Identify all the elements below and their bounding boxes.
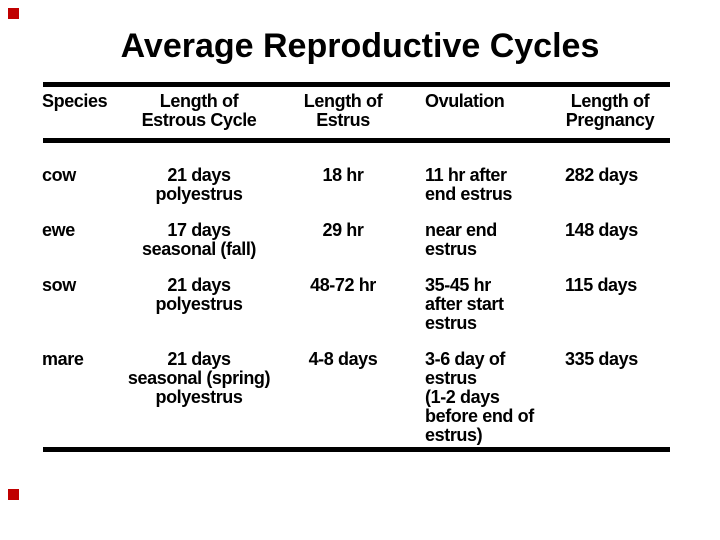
header-estrous-cycle: Length of Estrous Cycle — [119, 92, 279, 130]
cell-line: 21 days — [167, 275, 231, 295]
cell-line: seasonal (spring) — [127, 368, 271, 388]
cell-line: ewe — [42, 220, 75, 240]
cell-line: polyestrus — [155, 184, 243, 204]
cell-species: cow — [42, 166, 122, 185]
header-line: Length of — [159, 91, 239, 111]
cell-line: 18 hr — [322, 165, 364, 185]
header-species: Species — [42, 92, 122, 111]
header-line: Species — [42, 91, 108, 111]
header-line: Pregnancy — [565, 110, 655, 130]
cell-line: sow — [42, 275, 76, 295]
cell-line: estrus) — [425, 425, 483, 445]
cell-line: 148 days — [565, 220, 638, 240]
cell-line: near end — [425, 220, 497, 240]
cell-line: 282 days — [565, 165, 638, 185]
cell-line: 3-6 day of — [425, 349, 506, 369]
cell-estrus: 18 hr — [293, 166, 393, 185]
cell-line: after start — [425, 294, 504, 314]
cell-line: 17 days — [167, 220, 231, 240]
header-pregnancy: Length of Pregnancy — [560, 92, 660, 130]
header-line: Ovulation — [425, 91, 505, 111]
cell-line: (1-2 days — [425, 387, 500, 407]
cell-line: 11 hr after — [425, 165, 507, 185]
cell-species: mare — [42, 350, 122, 369]
header-estrus: Length of Estrus — [293, 92, 393, 130]
cell-pregnancy: 115 days — [565, 276, 665, 295]
cell-line: 35-45 hr — [425, 275, 491, 295]
cell-line: end estrus — [425, 184, 513, 204]
cell-line: 4-8 days — [308, 349, 378, 369]
cell-line: 48-72 hr — [310, 275, 376, 295]
cell-line: estrus — [425, 239, 477, 259]
header-ovulation: Ovulation — [425, 92, 557, 111]
cell-line: 335 days — [565, 349, 638, 369]
cell-line: seasonal (fall) — [141, 239, 257, 259]
cell-estrous-cycle: 21 days seasonal (spring) polyestrus — [119, 350, 279, 407]
red-square-marker-bottom-left — [8, 489, 19, 500]
cell-pregnancy: 148 days — [565, 221, 665, 240]
cell-species: ewe — [42, 221, 122, 240]
cell-estrus: 29 hr — [293, 221, 393, 240]
cell-pregnancy: 335 days — [565, 350, 665, 369]
cell-estrus: 48-72 hr — [293, 276, 393, 295]
cell-line: mare — [42, 349, 84, 369]
cell-ovulation: near end estrus — [425, 221, 557, 259]
red-square-marker-top-left — [8, 8, 19, 19]
cell-ovulation: 11 hr after end estrus — [425, 166, 557, 204]
cell-estrus: 4-8 days — [293, 350, 393, 369]
cell-line: estrus — [425, 313, 477, 333]
cell-line: polyestrus — [155, 294, 243, 314]
cell-pregnancy: 282 days — [565, 166, 665, 185]
divider-under-title — [43, 82, 670, 87]
header-line: Length of — [303, 91, 383, 111]
cell-estrous-cycle: 21 days polyestrus — [119, 166, 279, 204]
cell-ovulation: 35-45 hr after start estrus — [425, 276, 557, 333]
header-line: Estrous Cycle — [141, 110, 257, 130]
slide-title: Average Reproductive Cycles — [120, 27, 600, 65]
cell-estrous-cycle: 21 days polyestrus — [119, 276, 279, 314]
cell-line: 29 hr — [322, 220, 364, 240]
header-line: Length of — [570, 91, 650, 111]
header-line: Estrus — [316, 110, 370, 130]
cell-line: 21 days — [167, 349, 231, 369]
divider-under-header — [43, 138, 670, 143]
cell-line: before end of — [425, 406, 534, 426]
cell-line: cow — [42, 165, 76, 185]
cell-ovulation: 3-6 day of estrus (1-2 days before end o… — [425, 350, 557, 445]
cell-line: 115 days — [565, 275, 637, 295]
cell-species: sow — [42, 276, 122, 295]
divider-table-bottom — [43, 447, 670, 452]
cell-estrous-cycle: 17 days seasonal (fall) — [119, 221, 279, 259]
cell-line: 21 days — [167, 165, 231, 185]
cell-line: polyestrus — [155, 387, 243, 407]
cell-line: estrus — [425, 368, 477, 388]
